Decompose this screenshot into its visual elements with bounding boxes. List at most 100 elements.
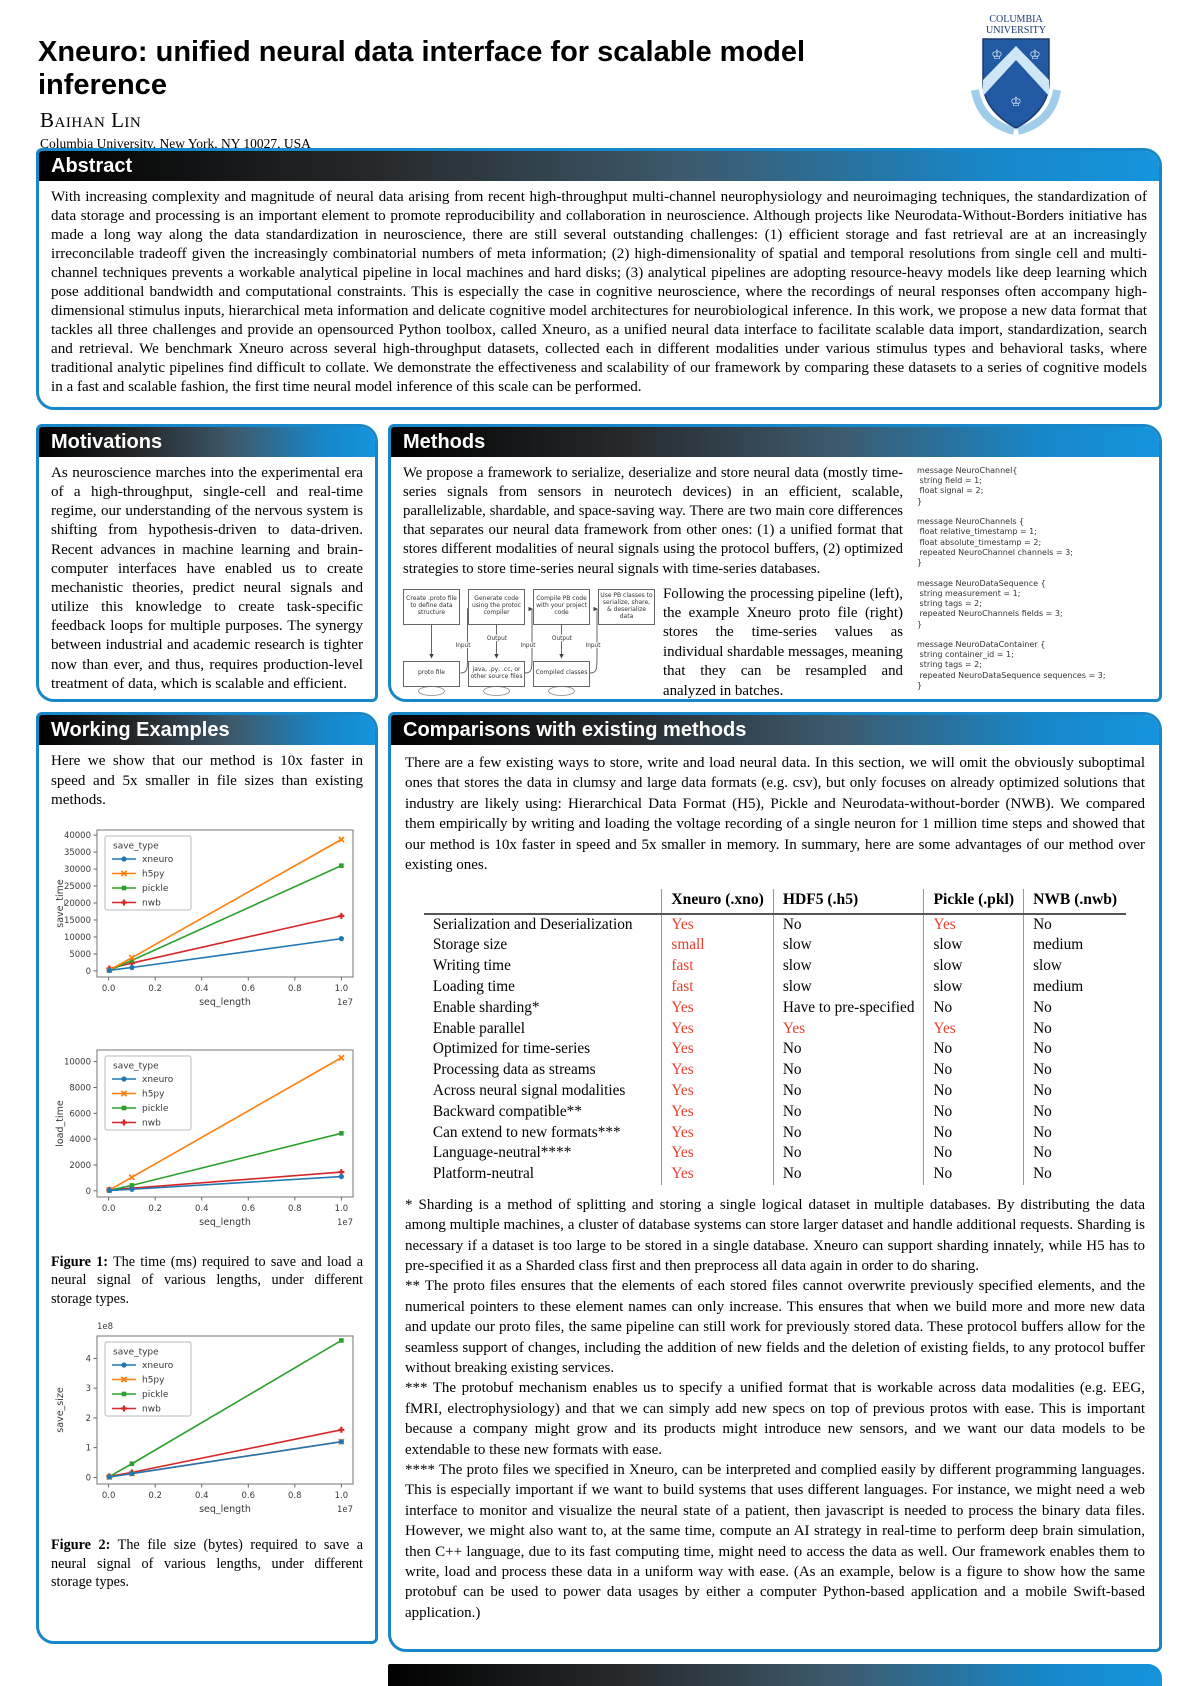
table-cell: Yes [923,913,1024,936]
table-cell: Yes [661,1080,774,1102]
table-cell: slow [923,956,1024,977]
table-cell: slow [1023,956,1127,977]
table-cell: Yes [661,997,774,1019]
svg-text:1.0: 1.0 [335,1204,349,1214]
svg-text:0.2: 0.2 [148,1491,162,1501]
flowchart-edge-label-output-2: Output [552,636,573,642]
table-row: Serialization and Deserialization Yes No Ye… [424,913,1127,936]
logo-chevron [983,46,1049,96]
footnote-backward-compatible: ** The proto files ensures that the elem… [405,1278,1145,1377]
table-cell: slow [772,935,924,957]
methods-heading-label: Methods [403,430,486,453]
svg-text:35000: 35000 [64,848,91,858]
svg-text:4000: 4000 [69,1135,91,1145]
table-cell: No [1023,1060,1127,1081]
table-cell: fast [661,956,774,977]
svg-text:10000: 10000 [64,933,91,943]
abstract-heading-label: Abstract [51,154,133,177]
flowchart-edge-label-input-3: Input [585,643,601,649]
table-row: Loading time fast slow slow medium [424,976,1127,998]
table-cell: No [923,997,1024,1019]
table-row-label: Writing time [432,957,511,975]
proto-code-listing: message NeuroChannel{ string field = 1; … [917,466,1106,690]
table-cell: medium [1023,935,1127,957]
table-row: Storage size small slow slow medium [424,935,1127,957]
svg-text:0.8: 0.8 [288,1204,302,1214]
table-row-label: Platform-neutral [432,1165,534,1183]
methods-section: Methods We propose a framework to serial… [388,424,1162,702]
table-cell: slow [772,956,924,977]
svg-text:0: 0 [86,1474,91,1484]
methods-paragraph-2: Following the processing pipeline (left)… [663,585,903,699]
logo-ribbon-right [1016,89,1061,135]
table-cell: No [1023,1018,1127,1040]
svg-text:save_type: save_type [113,1061,159,1071]
svg-text:save_type: save_type [113,1348,159,1358]
svg-text:40000: 40000 [64,831,91,841]
svg-text:20000: 20000 [64,899,91,909]
table-row: Enable sharding* Yes Have to pre-specified… [424,997,1127,1019]
table-row-label: Loading time [432,977,515,995]
logo-text-line1: COLUMBIA [989,14,1043,25]
figure2-caption-text: The file size (bytes) required to save a… [51,1537,364,1591]
table-cell: No [1023,1101,1127,1123]
flowchart-step-create-proto: Create .proto file to define data struct… [403,588,460,625]
table-row-label: Backward compatible** [432,1102,582,1120]
abstract-header: Abstract [39,151,1159,181]
svg-text:load_time: load_time [55,1100,66,1147]
svg-text:0.6: 0.6 [242,984,256,994]
svg-text:save_type: save_type [113,841,159,851]
table-cell: Yes [661,1018,774,1040]
table-cell: Yes [661,1143,774,1165]
logo-ribbon-left [971,89,1016,135]
svg-text:xneuro: xneuro [142,1075,174,1085]
logo-crown-left: ♔ [991,47,1003,62]
svg-text:15000: 15000 [64,916,91,926]
logo-crown-right: ♔ [1029,47,1041,62]
table-col-header [424,889,662,913]
table-cell: small [661,935,774,957]
table-cell: No [1023,913,1127,936]
table-cell: Yes [661,913,774,936]
svg-text:nwb: nwb [142,898,161,908]
svg-text:1e7: 1e7 [337,998,353,1008]
table-cell: slow [923,935,1024,957]
flowchart-arrows: Input Output Input Output Input [418,606,602,696]
table-cell: fast [661,976,774,998]
abstract-section: Abstract With increasing complexity and … [36,148,1162,410]
svg-text:save_size: save_size [55,1387,66,1433]
table-cell: No [772,1060,924,1081]
protobuf-pipeline-flowchart: Input Output Input Output Input Create .… [403,585,655,698]
table-cell: No [772,1039,924,1061]
table-cell: No [1023,1164,1127,1185]
svg-text:nwb: nwb [142,1118,161,1128]
table-row: Backward compatible** Yes No No No [424,1101,1127,1123]
table-row-label: Enable parallel [432,1019,526,1037]
flowchart-ellipse-1 [418,685,445,696]
svg-text:h5py: h5py [142,1089,165,1099]
flowchart-artifact-proto-file: proto file [403,660,460,687]
svg-text:0.0: 0.0 [102,1491,116,1501]
figure1-caption: Figure 1: The time (ms) required to save… [51,1253,363,1308]
svg-text:xneuro: xneuro [142,1361,174,1371]
svg-text:pickle: pickle [142,1104,169,1114]
table-cell: No [772,1080,924,1102]
svg-text:0.2: 0.2 [148,1204,162,1214]
author-name: Baihan Lin [40,108,142,132]
table-cell: slow [772,976,924,998]
table-cell: No [772,1164,924,1185]
svg-text:0.4: 0.4 [195,1491,209,1501]
svg-text:3: 3 [86,1384,91,1394]
table-row: Processing data as streams Yes No No No [424,1060,1127,1081]
svg-text:1e7: 1e7 [337,1218,353,1228]
table-cell: No [772,1122,924,1144]
table-row-label: Enable sharding* [432,998,540,1016]
svg-text:25000: 25000 [64,882,91,892]
svg-text:4: 4 [86,1355,91,1365]
svg-text:6000: 6000 [69,1109,91,1119]
motivations-heading-label: Motivations [51,430,163,453]
table-cell: No [1023,1122,1127,1144]
figure1-caption-text: The time (ms) required to save and load … [51,1253,363,1307]
flowchart-edge-label-output-1: Output [487,636,508,642]
flowchart-step-compile-code: Compile PB code with your project code [533,588,590,625]
